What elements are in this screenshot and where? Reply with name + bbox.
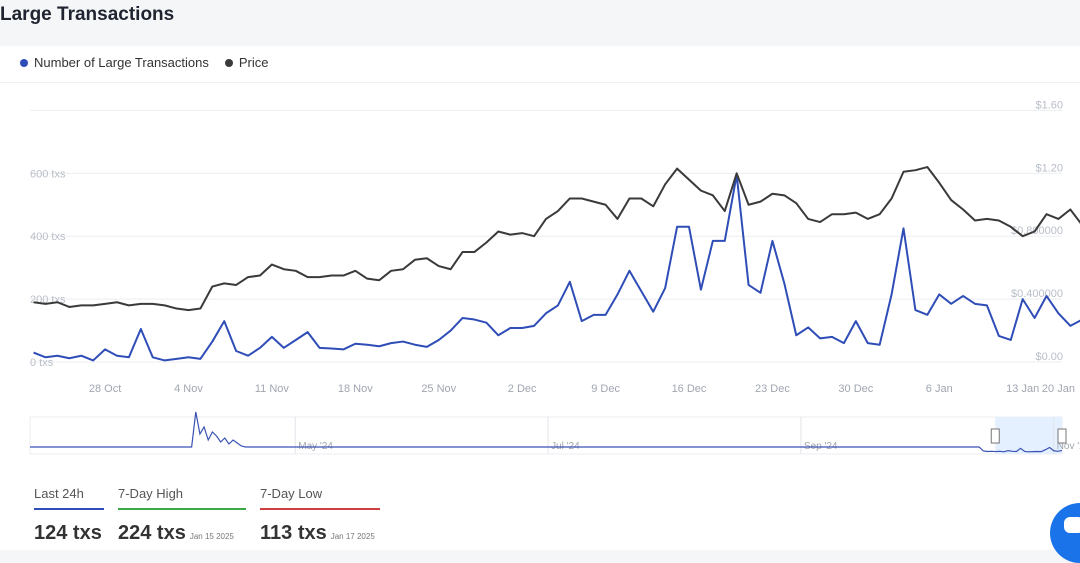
stat-last-24h: Last 24h 124 txs <box>34 486 104 545</box>
navigator-frame <box>29 416 1063 455</box>
x-tick-label: 2 Dec <box>508 383 537 395</box>
x-tick-label: 11 Nov <box>255 383 290 395</box>
stat-date-7-day-low: Jan 17 2025 <box>330 532 375 541</box>
y-right-tick-label: $0.800000 <box>1011 225 1063 237</box>
y-left-tick-label: 400 txs <box>30 231 66 243</box>
chart-card: Number of Large Transactions Price $0.00… <box>0 46 1080 550</box>
legend-label-price: Price <box>238 55 269 70</box>
legend-item-price[interactable]: Price <box>224 55 269 70</box>
legend-dot-price <box>224 58 233 67</box>
legend-item-transactions[interactable]: Number of Large Transactions <box>20 55 209 70</box>
x-tick-label: 28 Oct <box>89 383 121 395</box>
x-tick-label: 13 Jan <box>1006 383 1039 395</box>
navigator-series-line <box>30 411 1063 453</box>
x-tick-label: 30 Dec <box>838 383 873 395</box>
legend-label-transactions: Number of Large Transactions <box>34 55 209 70</box>
chat-bubble-icon <box>1064 517 1080 533</box>
series-line-transactions <box>33 173 1080 362</box>
y-right-tick-label: $0.00 <box>1035 351 1063 363</box>
x-tick-label: 16 Dec <box>672 383 707 395</box>
y-right-tick-label: $1.60 <box>1035 99 1063 111</box>
y-right-tick-label: $1.20 <box>1035 162 1063 174</box>
legend-dot-transactions <box>20 58 28 67</box>
navigator-handle-right <box>1057 428 1067 444</box>
stat-date-7-day-high: Jan 15 2025 <box>189 532 234 541</box>
x-tick-label: 4 Nov <box>174 383 203 395</box>
stat-7-day-low: 7-Day Low 113 txs Jan 17 2025 <box>260 486 380 545</box>
y-left-tick-label: 600 txs <box>30 168 66 180</box>
y-right-tick-label: $0.400000 <box>1011 288 1063 300</box>
x-tick-label: 23 Dec <box>755 383 790 395</box>
stat-value-7-day-low: 113 txs <box>260 522 327 544</box>
navigator-handle-left <box>990 428 1000 444</box>
stat-label-7-day-high: 7-Day High <box>118 486 246 510</box>
series-line-price <box>33 166 1080 312</box>
stats-row: Last 24h 124 txs 7-Day High 224 txs Jan … <box>34 486 380 545</box>
y-left-tick-label: 0 txs <box>30 357 54 369</box>
x-tick-label: 18 Nov <box>338 383 373 395</box>
x-tick-label: 6 Jan <box>926 383 953 395</box>
x-tick-label: 9 Dec <box>591 383 620 395</box>
chart-svg: $0.00 $0.400000 $0.800000 $1.20 $1.60 0 txs 20… <box>29 99 1080 455</box>
x-tick-label: 20 Jan <box>1042 383 1075 395</box>
navigator-label: Nov '24 <box>1057 441 1080 452</box>
legend-divider <box>0 82 1080 83</box>
legend: Number of Large Transactions Price <box>20 55 269 70</box>
x-tick-label: 25 Nov <box>421 383 456 395</box>
stat-label-7-day-low: 7-Day Low <box>260 486 380 510</box>
navigator-selection <box>995 417 1062 454</box>
stat-label-last-24h: Last 24h <box>34 486 104 510</box>
stat-7-day-high: 7-Day High 224 txs Jan 15 2025 <box>118 486 246 545</box>
stat-value-last-24h: 124 txs <box>34 522 102 544</box>
page-title: Large Transactions <box>0 4 175 25</box>
stat-value-7-day-high: 224 txs <box>118 522 186 544</box>
